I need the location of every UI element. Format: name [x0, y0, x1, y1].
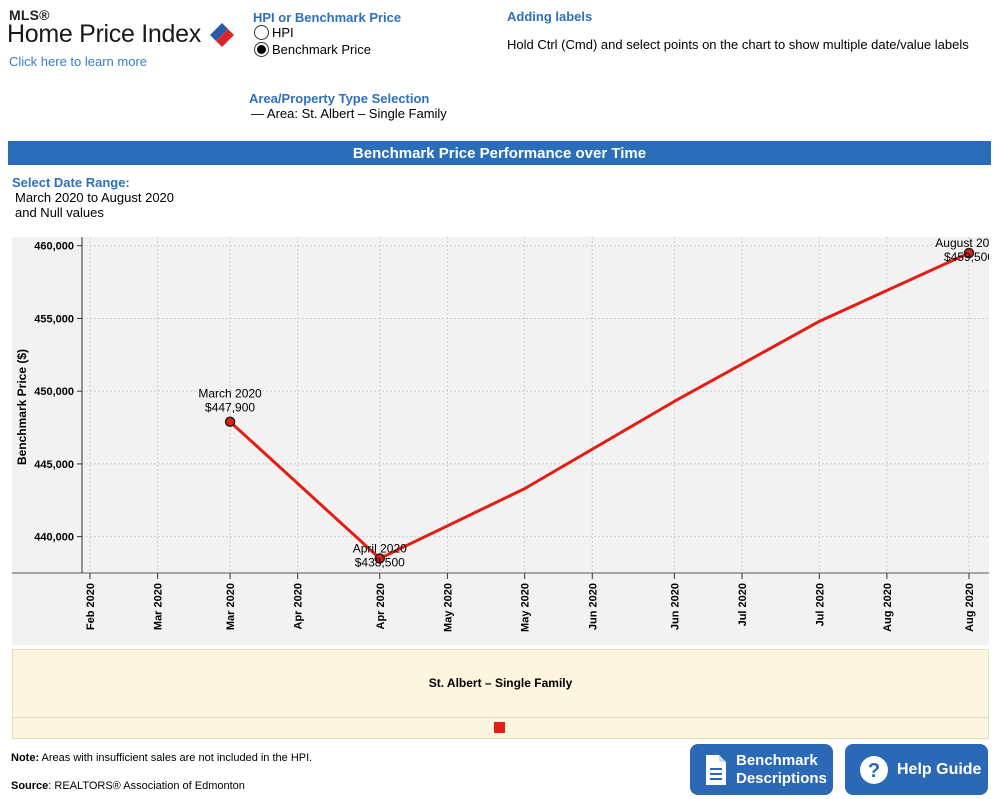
radio-selected-dot — [257, 45, 266, 54]
radio-hpi-circle[interactable] — [254, 25, 269, 40]
area-selection-heading: Area/Property Type Selection — [249, 91, 430, 106]
help-guide-label: Help Guide — [897, 760, 982, 778]
radio-hpi-label: HPI — [272, 25, 294, 40]
source-text: : REALTORS® Association of Edmonton — [48, 780, 245, 792]
point-label-value: $447,900 — [205, 401, 255, 415]
x-tick-label: Jul 2020 — [814, 583, 826, 626]
chart-area[interactable]: 440,000 445,000 450,000 455,000 460,000 Feb 2… — [12, 236, 999, 645]
document-icon — [706, 754, 726, 785]
x-tick-label: May 2020 — [442, 583, 454, 632]
legend-divider — [12, 717, 989, 718]
data-point-marker[interactable] — [224, 416, 236, 427]
chart-svg[interactable]: 440,000 445,000 450,000 455,000 460,000 Feb 2… — [12, 236, 999, 645]
y-tick-label: 455,000 — [34, 313, 74, 325]
y-tick-label: 440,000 — [34, 532, 74, 544]
x-tick-label: Apr 2020 — [375, 583, 387, 629]
y-tick-label: 450,000 — [34, 386, 74, 398]
point-label-date: August 2020 — [935, 237, 989, 250]
point-label-value: $438,500 — [355, 555, 405, 569]
hpi-selector-heading: HPI or Benchmark Price — [253, 10, 402, 25]
radio-hpi[interactable]: HPI — [254, 25, 294, 40]
x-axis-band — [12, 573, 989, 645]
benchmark-label-line1: Benchmark — [736, 751, 818, 769]
chart-title-banner: Benchmark Price Performance over Time — [8, 141, 991, 165]
help-guide-button[interactable]: ? Help Guide — [845, 744, 988, 795]
date-range-line2: and Null values — [15, 205, 104, 220]
radio-benchmark[interactable]: Benchmark Price — [254, 42, 371, 57]
svg-text:?: ? — [868, 760, 880, 782]
x-tick-label: Jul 2020 — [737, 583, 749, 626]
y-tick-label: 460,000 — [34, 241, 74, 253]
date-range-heading[interactable]: Select Date Range: — [12, 175, 130, 190]
logo-title: Home Price Index — [7, 20, 201, 48]
note-label: Note: — [11, 752, 40, 764]
point-label-date: March 2020 — [198, 387, 262, 401]
benchmark-descriptions-label: Benchmark Descriptions — [736, 752, 827, 788]
y-tick-label: 445,000 — [34, 459, 74, 471]
radio-benchmark-circle[interactable] — [254, 42, 269, 57]
series-line[interactable] — [229, 251, 970, 560]
adding-labels-heading: Adding labels — [507, 9, 593, 24]
data-point-marker[interactable] — [963, 247, 975, 259]
x-tick-label: Aug 2020 — [882, 583, 894, 632]
footer-source: Source: REALTORS® Association of Edmonto… — [11, 780, 245, 792]
x-tick-label: Aug 2020 — [964, 583, 976, 632]
note-text: Areas with insufficient sales are not in… — [39, 752, 313, 764]
area-selection-item[interactable]: — Area: St. Albert – Single Family — [251, 106, 447, 121]
point-label-date: April 2020 — [353, 541, 407, 555]
x-tick-label: Mar 2020 — [225, 583, 237, 630]
benchmark-label-line2: Descriptions — [736, 769, 827, 787]
point-label-value: $459,500 — [944, 250, 989, 264]
logo-mls: MLS® — [9, 7, 50, 23]
x-tick-label: Jun 2020 — [669, 583, 681, 630]
legend-series-swatch[interactable] — [494, 722, 505, 733]
y-axis-label: Benchmark Price ($) — [15, 349, 29, 465]
data-point-marker[interactable] — [374, 553, 386, 564]
help-question-icon: ? — [860, 755, 888, 784]
learn-more-link[interactable]: Click here to learn more — [9, 54, 147, 69]
x-tick-label: Feb 2020 — [85, 583, 97, 630]
date-range-line1: March 2020 to August 2020 — [15, 190, 175, 205]
x-tick-label: Mar 2020 — [153, 583, 165, 630]
x-tick-label: May 2020 — [520, 583, 532, 632]
x-tick-label: Jun 2020 — [587, 583, 599, 630]
benchmark-descriptions-button[interactable]: Benchmark Descriptions — [690, 744, 833, 795]
footer-note: Note: Areas with insufficient sales are … — [11, 752, 312, 764]
logo-arrow-icon — [210, 23, 234, 47]
source-label: Source — [11, 780, 49, 792]
legend-series-label: St. Albert – Single Family — [428, 676, 573, 690]
adding-labels-text: Hold Ctrl (Cmd) and select points on the… — [507, 37, 969, 52]
x-tick-label: Apr 2020 — [293, 583, 305, 629]
radio-benchmark-label: Benchmark Price — [272, 42, 371, 57]
